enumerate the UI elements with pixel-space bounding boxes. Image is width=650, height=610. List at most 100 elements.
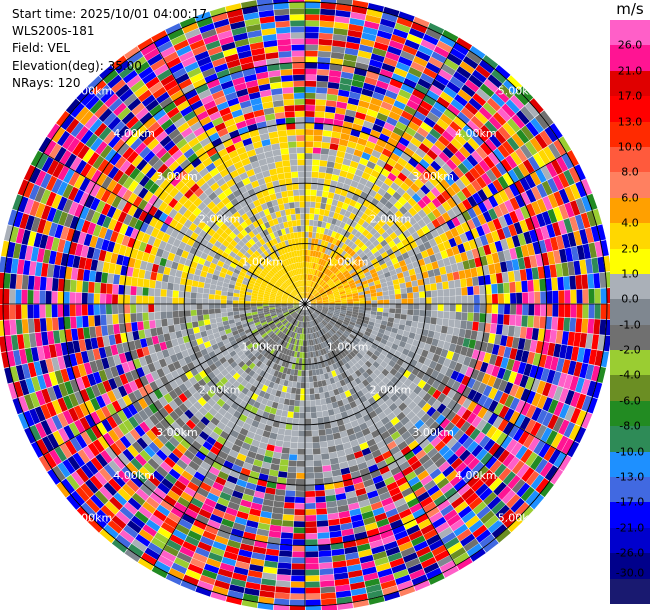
velocity-cell bbox=[324, 422, 332, 429]
velocity-cell bbox=[430, 452, 443, 464]
velocity-cell bbox=[408, 268, 416, 276]
velocity-cell bbox=[393, 318, 401, 324]
velocity-cell bbox=[317, 57, 331, 64]
velocity-cell bbox=[233, 566, 249, 576]
velocity-cell bbox=[434, 549, 450, 562]
velocity-cell bbox=[423, 241, 432, 250]
velocity-cell bbox=[76, 316, 83, 328]
velocity-cell bbox=[450, 138, 463, 150]
velocity-cell bbox=[400, 445, 412, 456]
velocity-cell bbox=[370, 258, 378, 265]
velocity-cell bbox=[294, 515, 305, 522]
velocity-cell bbox=[422, 427, 433, 439]
velocity-cell bbox=[370, 310, 377, 316]
velocity-cell bbox=[363, 572, 379, 582]
velocity-cell bbox=[266, 418, 274, 427]
velocity-cell bbox=[252, 546, 267, 555]
velocity-cell bbox=[332, 356, 339, 363]
velocity-cell bbox=[586, 380, 597, 397]
velocity-cell bbox=[318, 556, 333, 564]
velocity-cell bbox=[310, 412, 317, 419]
velocity-cell bbox=[463, 538, 479, 552]
velocity-cell bbox=[368, 155, 379, 164]
velocity-cell bbox=[453, 479, 467, 492]
velocity-cell bbox=[520, 448, 533, 464]
velocity-cell bbox=[582, 289, 589, 304]
velocity-cell bbox=[389, 231, 398, 240]
velocity-cell bbox=[439, 91, 454, 104]
velocity-cell bbox=[485, 169, 497, 182]
velocity-cell bbox=[520, 486, 535, 502]
velocity-cell bbox=[311, 304, 317, 306]
velocity-cell bbox=[289, 356, 294, 363]
velocity-cell bbox=[311, 268, 315, 275]
velocity-cell bbox=[378, 273, 386, 280]
velocity-cell bbox=[325, 277, 331, 283]
velocity-cell bbox=[175, 330, 183, 339]
velocity-cell bbox=[475, 129, 489, 142]
velocity-cell bbox=[483, 491, 497, 506]
velocity-cell bbox=[321, 453, 330, 460]
velocity-cell bbox=[494, 240, 503, 253]
velocity-cell bbox=[561, 359, 571, 374]
velocity-cell bbox=[305, 364, 309, 371]
velocity-cell bbox=[290, 581, 305, 588]
velocity-cell bbox=[398, 585, 416, 597]
velocity-cell bbox=[535, 253, 544, 267]
velocity-cell bbox=[383, 271, 391, 278]
velocity-cell bbox=[130, 286, 137, 296]
velocity-cell bbox=[319, 252, 325, 259]
velocity-cell bbox=[518, 430, 530, 445]
velocity-cell bbox=[238, 304, 245, 308]
velocity-cell bbox=[208, 294, 215, 300]
velocity-cell bbox=[365, 327, 373, 334]
velocity-cell bbox=[484, 514, 499, 529]
velocity-cell bbox=[519, 269, 527, 281]
velocity-cell bbox=[9, 319, 17, 335]
velocity-cell bbox=[308, 364, 312, 371]
velocity-cell bbox=[291, 363, 296, 370]
velocity-cell bbox=[305, 195, 311, 202]
velocity-cell bbox=[596, 224, 606, 241]
velocity-cell bbox=[338, 138, 349, 147]
velocity-cell bbox=[366, 160, 376, 170]
velocity-cell bbox=[459, 232, 469, 244]
velocity-cell bbox=[294, 363, 299, 370]
velocity-cell bbox=[459, 174, 471, 187]
velocity-cell bbox=[501, 271, 509, 283]
velocity-cell bbox=[363, 316, 370, 321]
velocity-cell bbox=[329, 320, 336, 326]
velocity-cell bbox=[431, 399, 442, 410]
velocity-cell bbox=[398, 11, 415, 22]
velocity-cell bbox=[342, 282, 349, 287]
velocity-cell bbox=[400, 265, 409, 273]
velocity-cell bbox=[306, 328, 309, 334]
velocity-cell bbox=[479, 294, 486, 304]
velocity-cell bbox=[391, 274, 399, 281]
velocity-cell bbox=[196, 298, 203, 304]
velocity-cell bbox=[299, 333, 302, 340]
velocity-cell bbox=[466, 543, 483, 557]
velocity-cell bbox=[347, 367, 355, 375]
velocity-cell bbox=[364, 20, 380, 30]
velocity-cell bbox=[498, 293, 505, 304]
velocity-cell bbox=[581, 318, 589, 334]
velocity-cell bbox=[386, 321, 394, 328]
velocity-cell bbox=[365, 484, 377, 494]
velocity-cell bbox=[318, 323, 323, 330]
velocity-cell bbox=[600, 304, 607, 320]
velocity-cell bbox=[417, 491, 430, 503]
velocity-cell bbox=[467, 286, 474, 296]
velocity-cell bbox=[380, 360, 388, 369]
velocity-cell bbox=[462, 56, 479, 70]
velocity-cell bbox=[436, 282, 443, 290]
velocity-cell bbox=[442, 281, 449, 290]
velocity-cell bbox=[166, 304, 173, 312]
velocity-cell bbox=[384, 455, 396, 466]
velocity-cell bbox=[308, 225, 314, 232]
velocity-cell bbox=[292, 539, 305, 546]
velocity-cell bbox=[323, 471, 333, 478]
velocity-cell bbox=[466, 377, 476, 389]
velocity-cell bbox=[346, 191, 354, 200]
velocity-cell bbox=[435, 182, 446, 194]
